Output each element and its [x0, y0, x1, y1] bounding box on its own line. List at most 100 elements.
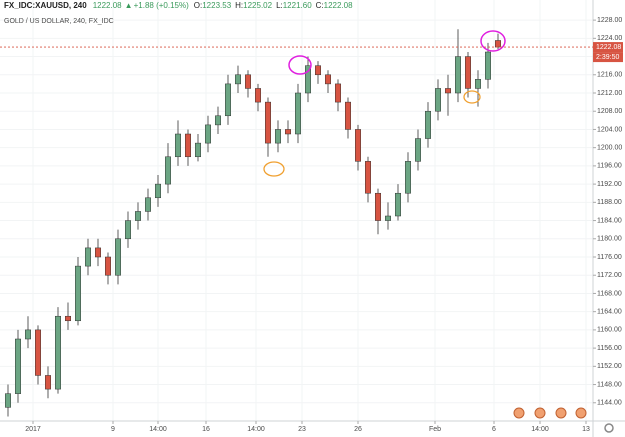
candle-body: [365, 161, 371, 194]
candle-body: [205, 124, 211, 144]
x-tick-label: 13: [582, 426, 590, 433]
candle-body: [115, 238, 121, 276]
candle-body: [155, 183, 161, 199]
candle-body: [75, 265, 81, 322]
candle-body: [135, 211, 141, 221]
candle-body: [265, 101, 271, 144]
ohlc-value: 1221.60: [283, 1, 312, 10]
y-tick-label: 1176.00: [597, 254, 622, 261]
y-tick-label: 1156.00: [597, 345, 622, 352]
candle-body: [465, 56, 471, 89]
countdown-tag: [593, 52, 623, 63]
x-tick-label: 26: [354, 426, 362, 433]
candle-body: [5, 393, 11, 408]
candle-body: [65, 315, 71, 322]
y-tick-label: 1148.00: [597, 381, 622, 388]
candle-body: [165, 156, 171, 185]
y-tick-label: 1204.00: [597, 126, 622, 133]
candle-body: [85, 247, 91, 267]
candle-body: [55, 315, 61, 390]
y-tick-label: 1164.00: [597, 309, 622, 316]
x-tick-label: 23: [298, 426, 306, 433]
ohlc-value: 1225.02: [243, 1, 272, 10]
candle-body: [195, 142, 201, 158]
candle-body: [335, 83, 341, 103]
change-text: +1.88 (+0.15%): [134, 1, 189, 10]
candle-body: [385, 215, 391, 221]
y-tick-label: 1212.00: [597, 90, 622, 97]
y-tick-label: 1228.00: [597, 17, 622, 24]
candle-body: [215, 115, 221, 126]
candle-body: [455, 56, 461, 94]
event-icon: [534, 407, 546, 419]
x-tick-label: 6: [492, 426, 496, 433]
candle-body: [225, 83, 231, 117]
candle-body: [185, 133, 191, 158]
ohlc-value: 1222.08: [324, 1, 353, 10]
candle-body: [285, 129, 291, 135]
candle-body: [315, 65, 321, 76]
candle-body: [275, 129, 281, 144]
candle-body: [105, 256, 111, 276]
subtitle: GOLD / US DOLLAR, 240, FX_IDC: [4, 18, 114, 25]
price-text: 1222.08: [93, 1, 122, 10]
ohlc-label: L:: [276, 1, 283, 10]
y-tick-label: 1160.00: [597, 327, 622, 334]
candle-body: [255, 88, 261, 103]
highlight-circle: [288, 55, 312, 75]
candle-body: [175, 133, 181, 158]
candle-body: [45, 375, 51, 390]
candle-body: [475, 79, 481, 89]
ohlc-label: H:: [235, 1, 243, 10]
y-tick-label: 1172.00: [597, 272, 622, 279]
y-tick-label: 1224.00: [597, 35, 622, 42]
event-icon: [555, 407, 567, 419]
y-tick-label: 1208.00: [597, 108, 622, 115]
candle-body: [425, 110, 431, 139]
candles: [5, 29, 501, 417]
candle-body: [145, 197, 151, 212]
candle-body: [395, 192, 401, 217]
candle-body: [245, 74, 251, 89]
ohlc-legend: O: 1223.53 H: 1225.02 L: 1221.60 C: 1222.08: [194, 1, 353, 10]
symbol: FX_IDC:XAUUSD, 240: [4, 1, 87, 10]
candle-body: [15, 338, 21, 394]
candle-body: [35, 329, 41, 376]
settings-icon[interactable]: [604, 423, 614, 433]
candle-body: [235, 74, 241, 85]
y-tick-label: 1180.00: [597, 236, 622, 243]
y-tick-label: 1196.00: [597, 163, 622, 170]
candle-body: [95, 247, 101, 258]
candle-body: [435, 88, 441, 112]
candle-body: [325, 74, 331, 85]
candle-body: [485, 51, 491, 80]
x-tick-label: 16: [202, 426, 210, 433]
y-tick-label: 1188.00: [597, 199, 622, 206]
x-tick-label: 14:00: [149, 426, 167, 433]
candle-body: [375, 192, 381, 221]
candle-body: [125, 220, 131, 240]
y-tick-label: 1216.00: [597, 72, 622, 79]
countdown-label: 2:39:50: [596, 54, 619, 61]
ohlc-label: C:: [316, 1, 324, 10]
x-tick-label: 14:00: [247, 426, 265, 433]
highlight-circle: [263, 161, 285, 177]
candle-body: [415, 138, 421, 162]
change-arrow: ▲: [125, 1, 133, 10]
highlight-circle: [463, 90, 481, 104]
y-tick-label: 1184.00: [597, 217, 622, 224]
candle-body: [405, 161, 411, 194]
ohlc-value: 1223.53: [202, 1, 231, 10]
y-tick-label: 1200.00: [597, 145, 622, 152]
event-icons: [513, 407, 614, 433]
candle-body: [305, 65, 311, 94]
x-tick-label: 2017: [25, 426, 41, 433]
x-tick-label: 14:00: [531, 426, 549, 433]
y-tick-label: 1192.00: [597, 181, 622, 188]
candle-body: [25, 329, 31, 340]
event-icon: [513, 407, 525, 419]
x-tick-label: 9: [111, 426, 115, 433]
last-price-label: 1222.08: [596, 44, 621, 51]
